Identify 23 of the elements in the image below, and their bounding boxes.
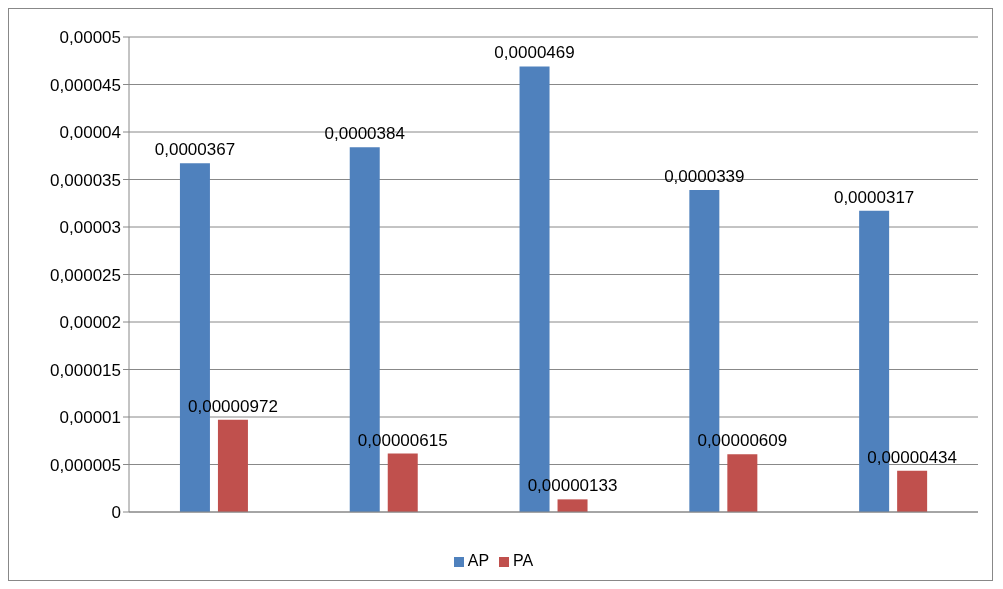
y-tick-label: 0,00004 — [59, 123, 121, 143]
bar — [217, 419, 248, 512]
y-tick-label: 0,000035 — [50, 170, 121, 190]
y-tick-label: 0,00002 — [59, 313, 121, 333]
legend-label: PA — [513, 552, 534, 569]
data-label: 0,0000339 — [664, 166, 745, 186]
y-tick-label: 0,00003 — [59, 218, 121, 238]
y-tick-label: 0,000015 — [50, 360, 121, 380]
bar — [727, 454, 758, 512]
data-label: 0,0000317 — [833, 187, 915, 207]
data-label: 0,0000384 — [324, 124, 405, 144]
legend-label: AP — [467, 552, 490, 569]
y-tick-label: 0,000005 — [50, 455, 121, 475]
data-label: 0,0000469 — [494, 43, 575, 63]
y-tick-label: 0,000025 — [50, 265, 121, 285]
bar — [557, 499, 588, 512]
bar — [387, 453, 418, 512]
y-tick-label: 0,000045 — [50, 75, 121, 95]
y-tick-label: 0,00001 — [59, 408, 121, 428]
bar — [897, 470, 928, 512]
y-tick-label: 0 — [111, 503, 121, 523]
y-tick-label: 0,00005 — [59, 28, 121, 48]
data-label: 0,0000367 — [154, 140, 236, 160]
